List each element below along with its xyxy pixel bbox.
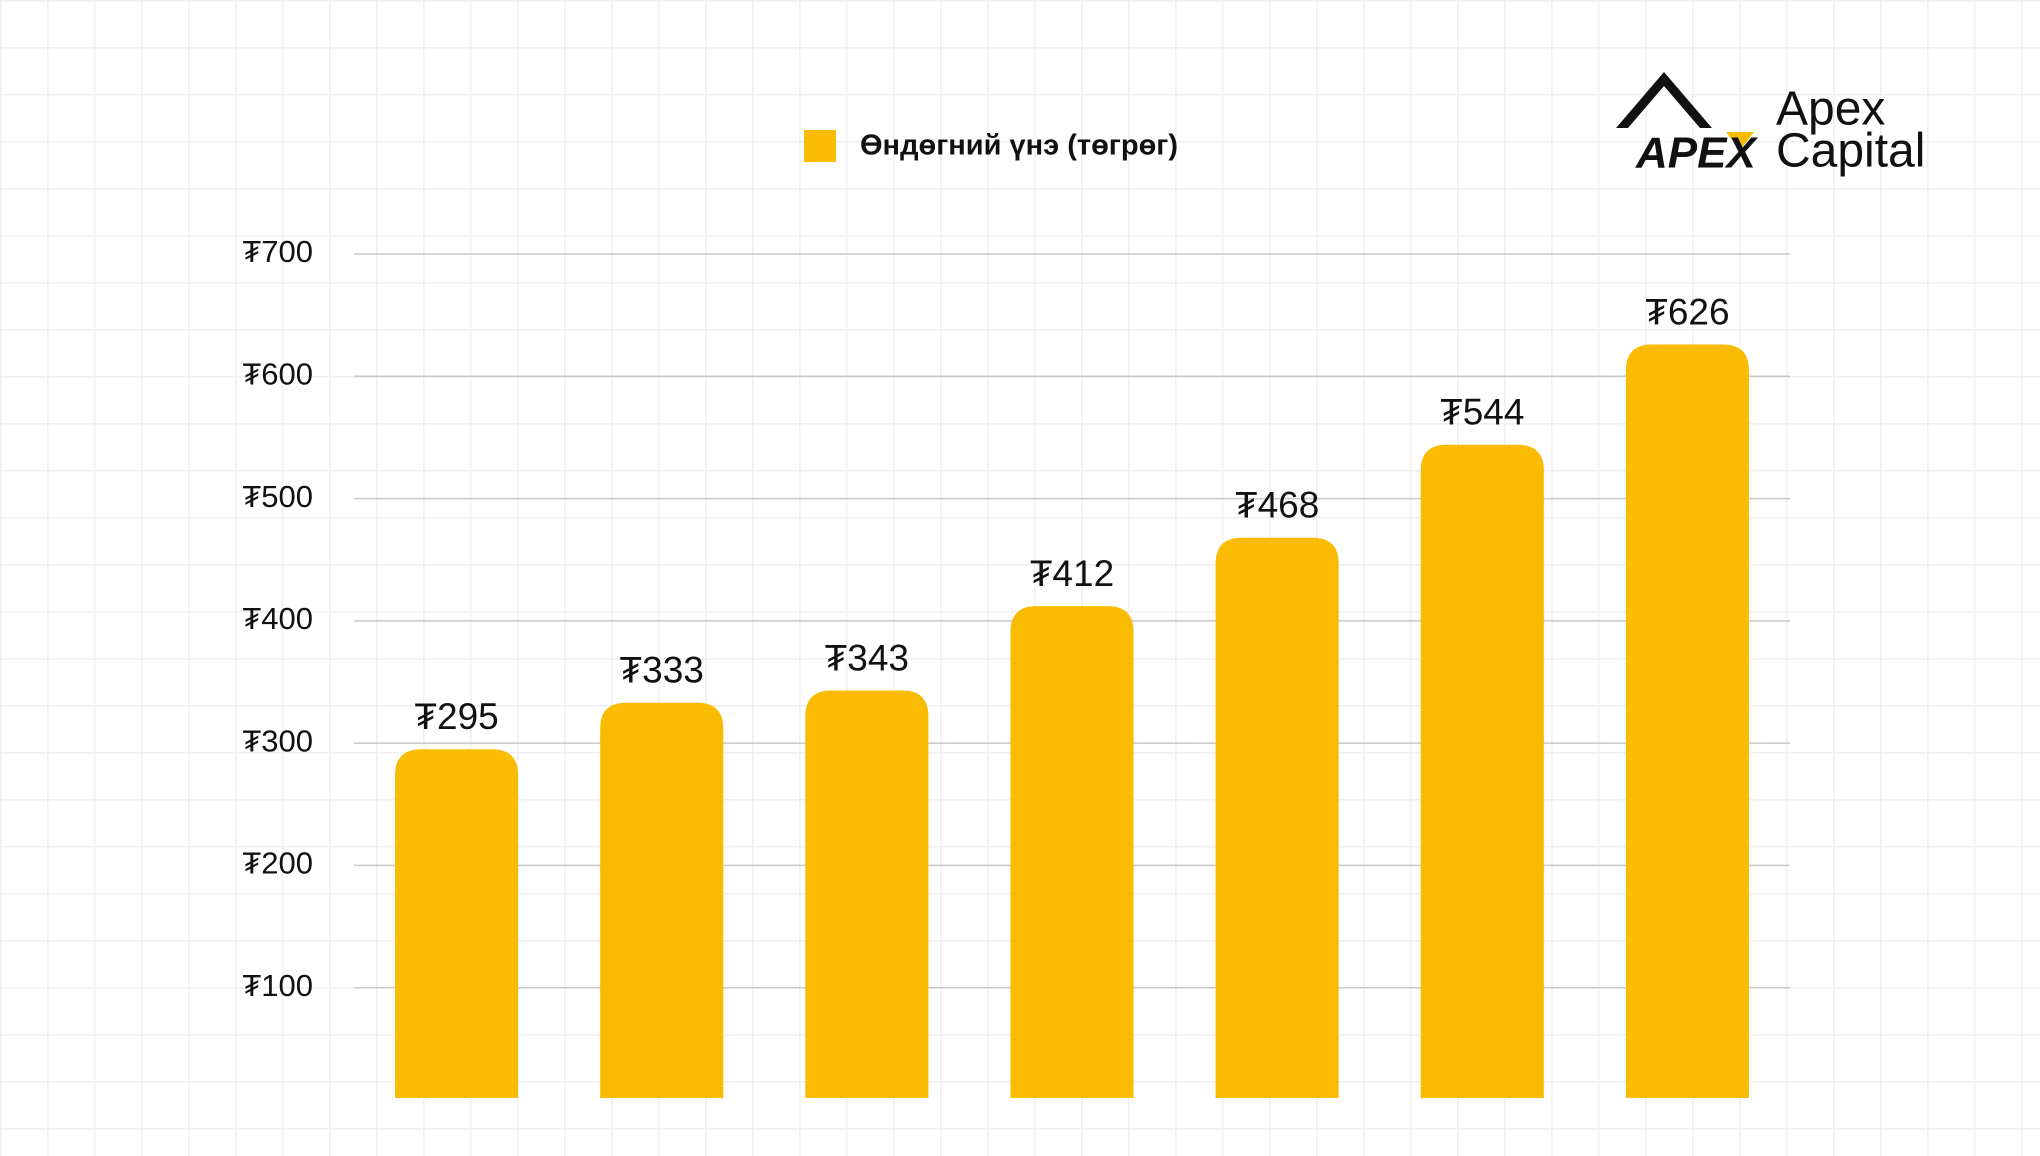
y-tick-label: ₮100 bbox=[242, 968, 313, 1003]
logo-name: Capital bbox=[1776, 125, 1925, 178]
y-tick-label: ₮400 bbox=[242, 601, 313, 636]
bar bbox=[1420, 444, 1544, 1098]
bar bbox=[1010, 606, 1134, 1098]
value-label: ₮626 bbox=[1645, 291, 1729, 332]
bar bbox=[395, 749, 519, 1098]
legend-swatch bbox=[804, 130, 836, 162]
legend-label: Өндөгний үнэ (төгрөг) bbox=[860, 130, 1178, 162]
logo-name: Apex bbox=[1776, 83, 1885, 136]
logo-wordmark: APEX bbox=[1635, 129, 1758, 178]
value-label: ₮412 bbox=[1030, 553, 1114, 594]
bar bbox=[1215, 537, 1339, 1098]
value-label: ₮343 bbox=[825, 637, 909, 678]
value-label: ₮295 bbox=[414, 696, 498, 737]
plot bbox=[354, 253, 1790, 1098]
value-label: ₮544 bbox=[1440, 392, 1524, 433]
bar bbox=[805, 690, 929, 1098]
value-label: ₮333 bbox=[620, 650, 704, 691]
value-label: ₮468 bbox=[1235, 484, 1319, 525]
bar bbox=[1625, 344, 1749, 1098]
y-tick-label: ₮600 bbox=[242, 356, 313, 391]
logo-triangle bbox=[1616, 72, 1712, 128]
y-tick-label: ₮500 bbox=[242, 479, 313, 514]
bar bbox=[600, 702, 724, 1098]
y-tick-label: ₮300 bbox=[242, 723, 313, 758]
y-tick-label: ₮700 bbox=[242, 234, 313, 269]
logo: APEX Apex Capital bbox=[1616, 72, 1925, 178]
logo-accent bbox=[1726, 132, 1754, 150]
legend: Өндөгний үнэ (төгрөг) bbox=[804, 130, 1178, 162]
y-tick-label: ₮200 bbox=[242, 846, 313, 881]
